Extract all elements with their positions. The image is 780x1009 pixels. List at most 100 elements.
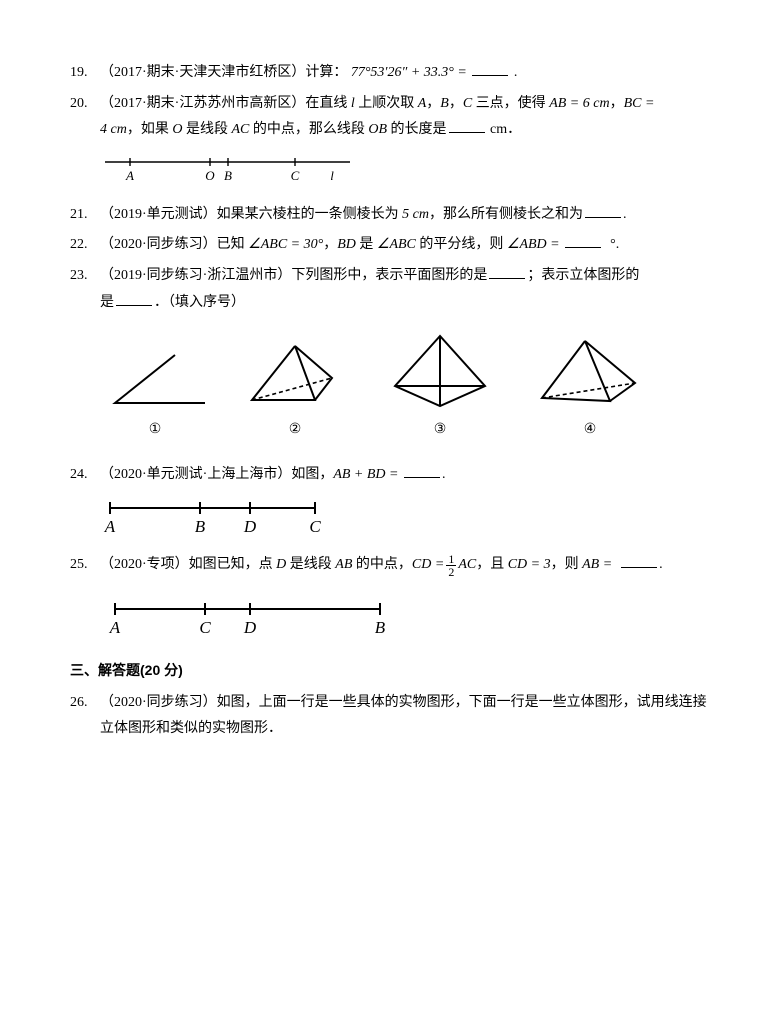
label-c: C [309,517,321,536]
shape-label: ② [240,417,350,444]
kite-shape [380,328,500,413]
question-23: 23. （2019·同步练习·浙江温州市）下列图形中，表示平面图形的是；表示立体… [70,263,710,316]
answer-blank [489,265,525,279]
angle-abc2: ∠ABC [377,237,416,252]
shape-label: ④ [530,417,650,444]
answer-blank [565,234,601,248]
shape-label: ③ [380,417,500,444]
text: 的中点， [352,557,412,572]
shape-label: ① [100,417,210,444]
label-o: O [205,168,215,183]
question-number: 21. [70,202,100,229]
eq-ab: AB = 6 cm [549,96,609,111]
text: 上顺次取 [355,96,418,111]
text: （2020·同步练习）如图，上面一行是一些具体的实物图形，下面一行是一些立体图形… [100,695,707,737]
var-ac: AC [231,122,249,137]
answer-blank [404,464,440,478]
expression: AB + BD = [333,467,398,482]
label-a: A [104,517,116,536]
question-24: 24. （2020·单元测试·上海上海市）如图，AB + BD = . [70,462,710,489]
var-ob: OB [368,122,387,137]
question-body: （2020·单元测试·上海上海市）如图，AB + BD = . [100,462,710,489]
text: ．（填入序号） [154,295,245,310]
text: 是线段 [182,122,231,137]
text: （2017·期末·天津天津市红桥区）计算： [100,65,347,80]
pyramid-shape [530,333,650,413]
var-a: A [418,96,427,111]
text: 的长度是 [387,122,447,137]
question-body: （2019·同步练习·浙江温州市）下列图形中，表示平面图形的是；表示立体图形的是… [100,263,710,316]
label-c: C [291,168,300,183]
label-l: l [330,168,334,183]
answer-blank [116,292,152,306]
var-o: O [172,122,182,137]
text: . [442,467,446,482]
question-number: 19. [70,60,100,87]
text: ，那么所有侧棱长之和为 [429,207,583,222]
question-body: （2017·期末·天津天津市红桥区）计算： 77°53′26″ + 33.3° … [100,60,710,87]
label-b: B [224,168,232,183]
denominator: 2 [446,566,456,578]
line-diagram: A O B C l [100,152,360,188]
question-number: 23. [70,263,100,316]
value: 5 cm [402,207,429,222]
text: 三点，使得 [472,96,549,111]
label-c: C [199,618,211,637]
text: ，且 [476,557,508,572]
text: . [514,65,518,80]
section-heading: 三、解答题(20 分) [70,657,710,684]
eq-cd3: CD = 3 [508,557,551,572]
text: ，则 [551,557,583,572]
text: （2017·期末·江苏苏州市高新区）在直线 [100,96,351,111]
text: . [659,557,663,572]
degree: °. [610,237,619,252]
question-body: （2020·同步练习）已知 ∠ABC = 30°，BD 是 ∠ABC 的平分线，… [100,232,710,259]
segment-diagram: A C D B [100,597,400,639]
answer-blank [621,554,657,568]
shape-3: ③ [380,328,500,444]
text: （2020·同步练习）已知 [100,237,248,252]
var-bd: BD [337,237,356,252]
label-a: A [109,618,121,637]
text: ；表示立体图形的 [527,268,639,283]
label-d: D [243,618,257,637]
text: 的平分线，则 [416,237,507,252]
var-c: C [463,96,472,111]
segment-diagram: A B D C [100,496,330,538]
text: （2019·单元测试）如果某六棱柱的一条侧棱长为 [100,207,402,222]
text: （2020·专项）如图已知，点 [100,557,276,572]
q23-shapes: ① ② ③ ④ [100,328,710,444]
unit: cm． [487,122,522,137]
var-ac: AC [458,557,476,572]
label-a: A [125,168,134,183]
text: 的中点，那么线段 [249,122,368,137]
question-number: 25. [70,552,100,579]
question-number: 20. [70,91,100,144]
question-body: （2019·单元测试）如果某六棱柱的一条侧棱长为 5 cm，那么所有侧棱长之和为… [100,202,710,229]
answer-blank [449,119,485,133]
var-d: D [276,557,286,572]
question-number: 22. [70,232,100,259]
question-body: （2020·同步练习）如图，上面一行是一些具体的实物图形，下面一行是一些立体图形… [100,690,710,743]
text: . [623,207,627,222]
text: （2020·单元测试·上海上海市）如图， [100,467,333,482]
eq-cd: CD = [412,557,444,572]
angle-abd: ∠ABD = [507,237,560,252]
question-21: 21. （2019·单元测试）如果某六棱柱的一条侧棱长为 5 cm，那么所有侧棱… [70,202,710,229]
label-b: B [195,517,206,536]
var-ab2: AB = [582,557,612,572]
question-20: 20. （2017·期末·江苏苏州市高新区）在直线 l 上顺次取 A，B，C 三… [70,91,710,144]
label-b: B [375,618,386,637]
label-d: D [243,517,257,536]
text: 是 [100,295,114,310]
shape-4: ④ [530,333,650,444]
angle-shape [100,343,210,413]
text: 是 [356,237,377,252]
text: ， [323,237,337,252]
text: ， [610,96,624,111]
shape-1: ① [100,343,210,444]
tetrahedron-shape [240,338,350,413]
question-number: 26. [70,690,100,743]
val-bc: 4 cm [100,122,127,137]
q24-figure: A B D C [100,496,710,538]
